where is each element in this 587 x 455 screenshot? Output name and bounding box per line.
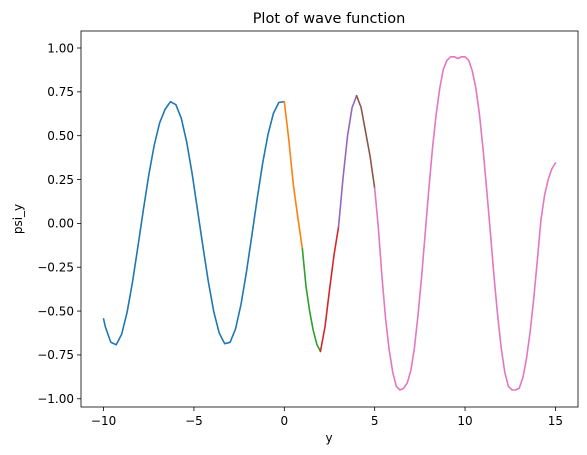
- series-line-4: [319, 226, 340, 353]
- x-tick-label: 10: [457, 414, 472, 428]
- x-tick-label: −5: [185, 414, 203, 428]
- series-layer: [102, 55, 557, 391]
- y-tick-label: −0.50: [37, 304, 74, 318]
- series-line-3: [301, 248, 322, 353]
- y-tick-label: 0.00: [47, 217, 74, 231]
- y-axis-label: psi_y: [11, 204, 25, 234]
- y-tick-label: −1.00: [37, 392, 74, 406]
- y-tick-label: −0.25: [37, 261, 74, 275]
- series-line-7: [373, 55, 557, 391]
- y-tick-label: −0.75: [37, 348, 74, 362]
- x-axis-ticks: −10 −5 0 5 10 15: [91, 407, 563, 428]
- series-line-6: [355, 94, 376, 190]
- y-axis-ticks: 1.00 0.75 0.50 0.25 0.00 −0.25 −0.50 −0.75 −1.00: [37, 41, 81, 406]
- x-tick-label: −10: [91, 414, 116, 428]
- series-line-2: [283, 100, 304, 250]
- x-axis-label: y: [325, 431, 332, 445]
- y-tick-label: 0.50: [47, 129, 74, 143]
- y-tick-label: 0.25: [47, 173, 74, 187]
- chart-title: Plot of wave function: [253, 11, 406, 27]
- y-tick-label: 0.75: [47, 85, 74, 99]
- series-line-5: [337, 94, 358, 228]
- series-line-1: [102, 100, 286, 346]
- x-tick-label: 5: [371, 414, 379, 428]
- plot-area: [80, 30, 579, 408]
- y-tick-label: 1.00: [47, 41, 74, 55]
- x-tick-label: 0: [280, 414, 288, 428]
- x-tick-label: 15: [548, 414, 563, 428]
